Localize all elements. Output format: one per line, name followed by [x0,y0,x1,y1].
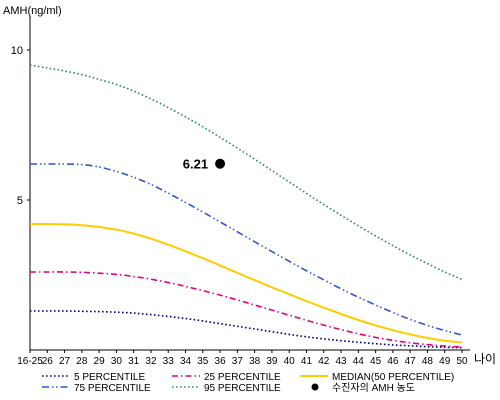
x-tick-label: 41 [301,356,313,367]
series-layer [29,64,463,349]
legend-label: 95 PERCENTILE [204,383,281,394]
x-tick-label: 44 [353,356,365,367]
x-tick-label: 29 [94,356,106,367]
x-tick-label: 26 [42,356,54,367]
x-tick-label: 40 [284,356,296,367]
legend-label: 수진자의 AMH 농도 [332,382,415,394]
x-tick-label: 34 [180,356,192,367]
x-tick-label: 37 [232,356,244,367]
x-tick-label: 28 [76,356,88,367]
x-tick-label: 42 [318,356,330,367]
x-tick-label: 16-25 [17,356,43,367]
x-tick-label: 35 [197,356,209,367]
x-tick-label: 45 [370,356,382,367]
legend-label: 25 PERCENTILE [204,372,281,383]
patient-amh-label: 6.21 [183,157,208,172]
legend-label: MEDIAN(50 PERCENTILE) [332,372,454,383]
legend-swatch-patient [311,383,319,391]
series-line-75-percentile [30,163,463,336]
x-tick-label: 30 [111,356,123,367]
x-tick-label: 31 [128,356,140,367]
x-tick-label: 38 [249,356,261,367]
series-line-median-50-percentile [29,222,463,344]
series-line-25-percentile [30,271,463,348]
marker-layer: 6.21 [183,157,226,172]
x-tick-label: 48 [422,356,434,367]
legend: 5 PERCENTILE 25 PERCENTILE MEDIAN(50 PERCE… [42,372,454,394]
x-tick-label: 46 [387,356,399,367]
x-tick-label: 39 [266,356,278,367]
series-line-95-percentile [29,64,463,281]
x-axis-label: 나이 [474,352,496,366]
x-tick-label: 50 [456,356,468,367]
x-tick-label: 47 [405,356,417,367]
x-tick-label: 36 [215,356,227,367]
x-tick-label: 27 [59,356,71,367]
y-tick-label: 10 [11,45,23,57]
y-tick-label: 5 [17,195,23,207]
legend-label: 5 PERCENTILE [74,372,145,383]
series-line-5-percentile [30,310,463,349]
x-tick-label: 32 [145,356,157,367]
x-tick-label: 43 [335,356,347,367]
y-axis-label: AMH(ng/ml) [3,5,62,17]
patient-amh-point [215,158,226,169]
x-tick-label: 33 [163,356,175,367]
legend-label: 75 PERCENTILE [74,383,151,394]
x-tick-label: 49 [439,356,451,367]
